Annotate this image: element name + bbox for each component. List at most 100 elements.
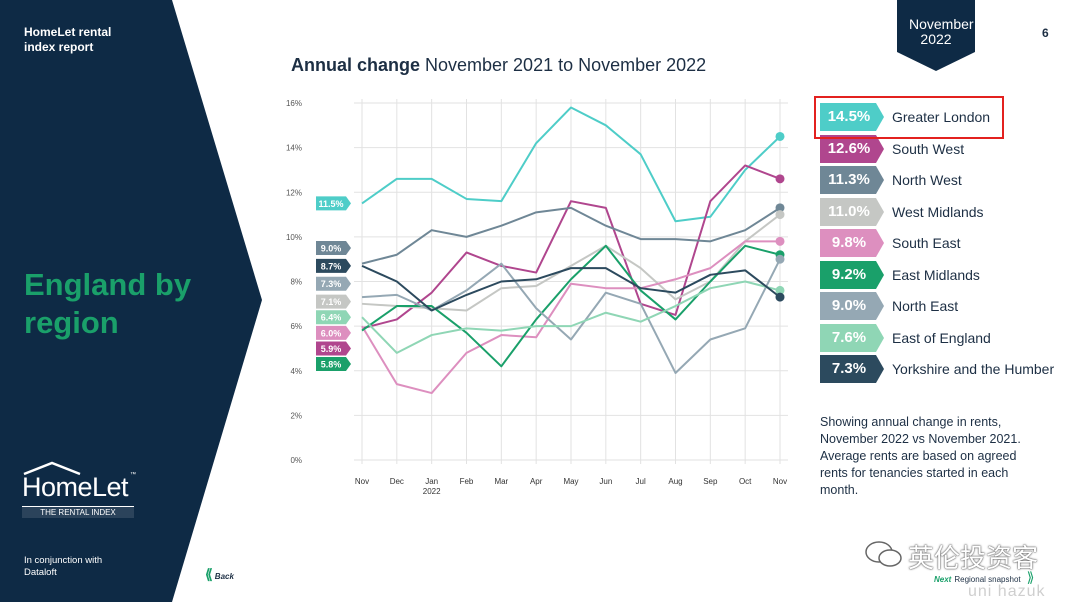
series-end-point bbox=[775, 203, 785, 213]
legend-tag-shape bbox=[820, 166, 884, 194]
report-title: HomeLet rental index report bbox=[24, 25, 112, 54]
x-tick-label: May bbox=[563, 477, 578, 486]
legend-value: 7.6% bbox=[831, 328, 867, 346]
series-end-point bbox=[775, 285, 785, 295]
start-value-label: 6.4% bbox=[321, 313, 342, 323]
legend-value: 9.2% bbox=[831, 265, 867, 283]
legend-value: 11.3% bbox=[828, 171, 870, 188]
legend-name: Yorkshire and the Humber bbox=[892, 361, 1055, 377]
chart-title-bold: Annual change bbox=[291, 55, 421, 75]
start-value-label: 5.8% bbox=[321, 360, 342, 370]
legend-tag-shape bbox=[820, 134, 884, 163]
x-tick-label: Apr bbox=[530, 477, 543, 486]
x-tick-label: Jul bbox=[636, 477, 646, 486]
legend-name: South East bbox=[892, 235, 961, 251]
watermark-url: uni hazuk bbox=[968, 583, 1046, 600]
legend-item: 9.8% South East bbox=[820, 229, 1060, 257]
series-end-point bbox=[775, 210, 785, 220]
legend-value: 12.6% bbox=[827, 139, 871, 157]
x-tick-sublabel: 2022 bbox=[423, 487, 441, 496]
back-link[interactable]: ⟪ Back bbox=[205, 566, 234, 583]
sidebar: HomeLet rental index report England by r… bbox=[0, 0, 270, 602]
x-tick-label: Jan bbox=[425, 477, 438, 486]
y-tick-label: 0% bbox=[290, 456, 302, 465]
legend-item: 7.3% Yorkshire and the Humber bbox=[820, 355, 1060, 383]
x-tick-label: Mar bbox=[494, 477, 508, 486]
logo-subtitle: THE RENTAL INDEX bbox=[22, 506, 134, 518]
y-tick-label: 14% bbox=[286, 144, 302, 153]
legend-item: 14.5% Greater London bbox=[820, 103, 1060, 131]
legend-name: South West bbox=[892, 140, 965, 157]
start-value-tag bbox=[316, 357, 351, 372]
legend-tag-shape bbox=[820, 355, 884, 383]
legend-tag-shape bbox=[820, 229, 884, 257]
legend-name: East of England bbox=[892, 329, 991, 346]
date-badge-shape bbox=[897, 0, 975, 71]
series-line bbox=[361, 164, 781, 330]
legend-name: West Midlands bbox=[892, 203, 984, 220]
start-value-tag bbox=[316, 276, 351, 291]
legend-item: 11.0% West Midlands bbox=[820, 197, 1060, 226]
start-value-label: 6.0% bbox=[321, 328, 342, 338]
legend-tag-shape bbox=[820, 323, 884, 352]
logo-roof-icon bbox=[23, 461, 81, 476]
page-number: 6 bbox=[1042, 26, 1049, 40]
x-tick-label: Dec bbox=[390, 477, 404, 486]
series-end-point bbox=[775, 131, 785, 141]
chart-title: Annual change November 2021 to November … bbox=[291, 55, 706, 76]
start-value-label: 11.5% bbox=[318, 199, 343, 209]
watermark: 英伦投资客 bbox=[862, 538, 1038, 575]
chart-title-rest: November 2021 to November 2022 bbox=[420, 55, 707, 75]
start-value-tag bbox=[316, 196, 351, 211]
next-target: Regional snapshot bbox=[954, 575, 1021, 584]
legend-tag-shape bbox=[820, 103, 884, 131]
start-value-label: 5.9% bbox=[321, 344, 342, 354]
start-value-tag bbox=[316, 241, 351, 256]
homelet-logo: HomeLet ™ THE RENTAL INDEX bbox=[22, 460, 142, 520]
series-line bbox=[361, 244, 781, 368]
next-label: Next bbox=[934, 575, 952, 584]
legend-value: 7.3% bbox=[831, 360, 867, 377]
legend-item: 9.0% North East bbox=[820, 292, 1060, 320]
legend-item: 12.6% South West bbox=[820, 134, 1060, 163]
start-value-tag bbox=[316, 310, 351, 325]
conjunction-text: In conjunction with Dataloft bbox=[24, 555, 103, 578]
highlight-box bbox=[814, 96, 1004, 139]
legend-value: 9.8% bbox=[831, 234, 867, 251]
x-tick-label: Nov bbox=[773, 477, 787, 486]
date-badge-text: November 2022 bbox=[909, 16, 974, 47]
next-link[interactable]: Next Regional snapshot ⟫ bbox=[934, 569, 1034, 586]
start-value-tag bbox=[316, 294, 351, 309]
start-value-label: 7.1% bbox=[321, 297, 342, 307]
legend-value: 9.0% bbox=[831, 297, 867, 314]
chart-note: Showing annual change in rents, November… bbox=[820, 415, 1021, 497]
y-tick-label: 8% bbox=[290, 278, 302, 287]
legend-tag-shape bbox=[820, 260, 884, 289]
start-value-label: 8.7% bbox=[321, 261, 342, 271]
y-tick-label: 16% bbox=[286, 99, 302, 108]
start-value-tag bbox=[316, 325, 351, 340]
y-tick-label: 6% bbox=[290, 322, 302, 331]
sidebar-shape bbox=[0, 0, 262, 602]
x-tick-label: Oct bbox=[739, 477, 752, 486]
page-headline: England by region bbox=[24, 267, 192, 340]
logo-trademark: ™ bbox=[130, 472, 136, 478]
y-tick-label: 4% bbox=[290, 367, 302, 376]
series-line bbox=[361, 240, 780, 395]
x-tick-label: Jun bbox=[599, 477, 612, 486]
start-value-tag bbox=[316, 258, 351, 273]
legend-name: Greater London bbox=[892, 109, 991, 125]
logo-name: HomeLet bbox=[22, 472, 129, 502]
back-chevron-icon: ⟪ bbox=[205, 566, 213, 582]
series-end-point bbox=[775, 254, 785, 264]
series-end-point bbox=[775, 236, 785, 246]
series-end-point bbox=[775, 292, 785, 302]
y-tick-label: 10% bbox=[286, 233, 302, 242]
series-line bbox=[361, 206, 781, 265]
legend-name: North West bbox=[892, 172, 962, 188]
legend-value: 11.0% bbox=[828, 202, 870, 220]
next-chevron-icon: ⟫ bbox=[1026, 569, 1035, 585]
logo-wordmark: HomeLet ™ bbox=[22, 472, 136, 503]
legend-tag-shape bbox=[820, 197, 884, 226]
